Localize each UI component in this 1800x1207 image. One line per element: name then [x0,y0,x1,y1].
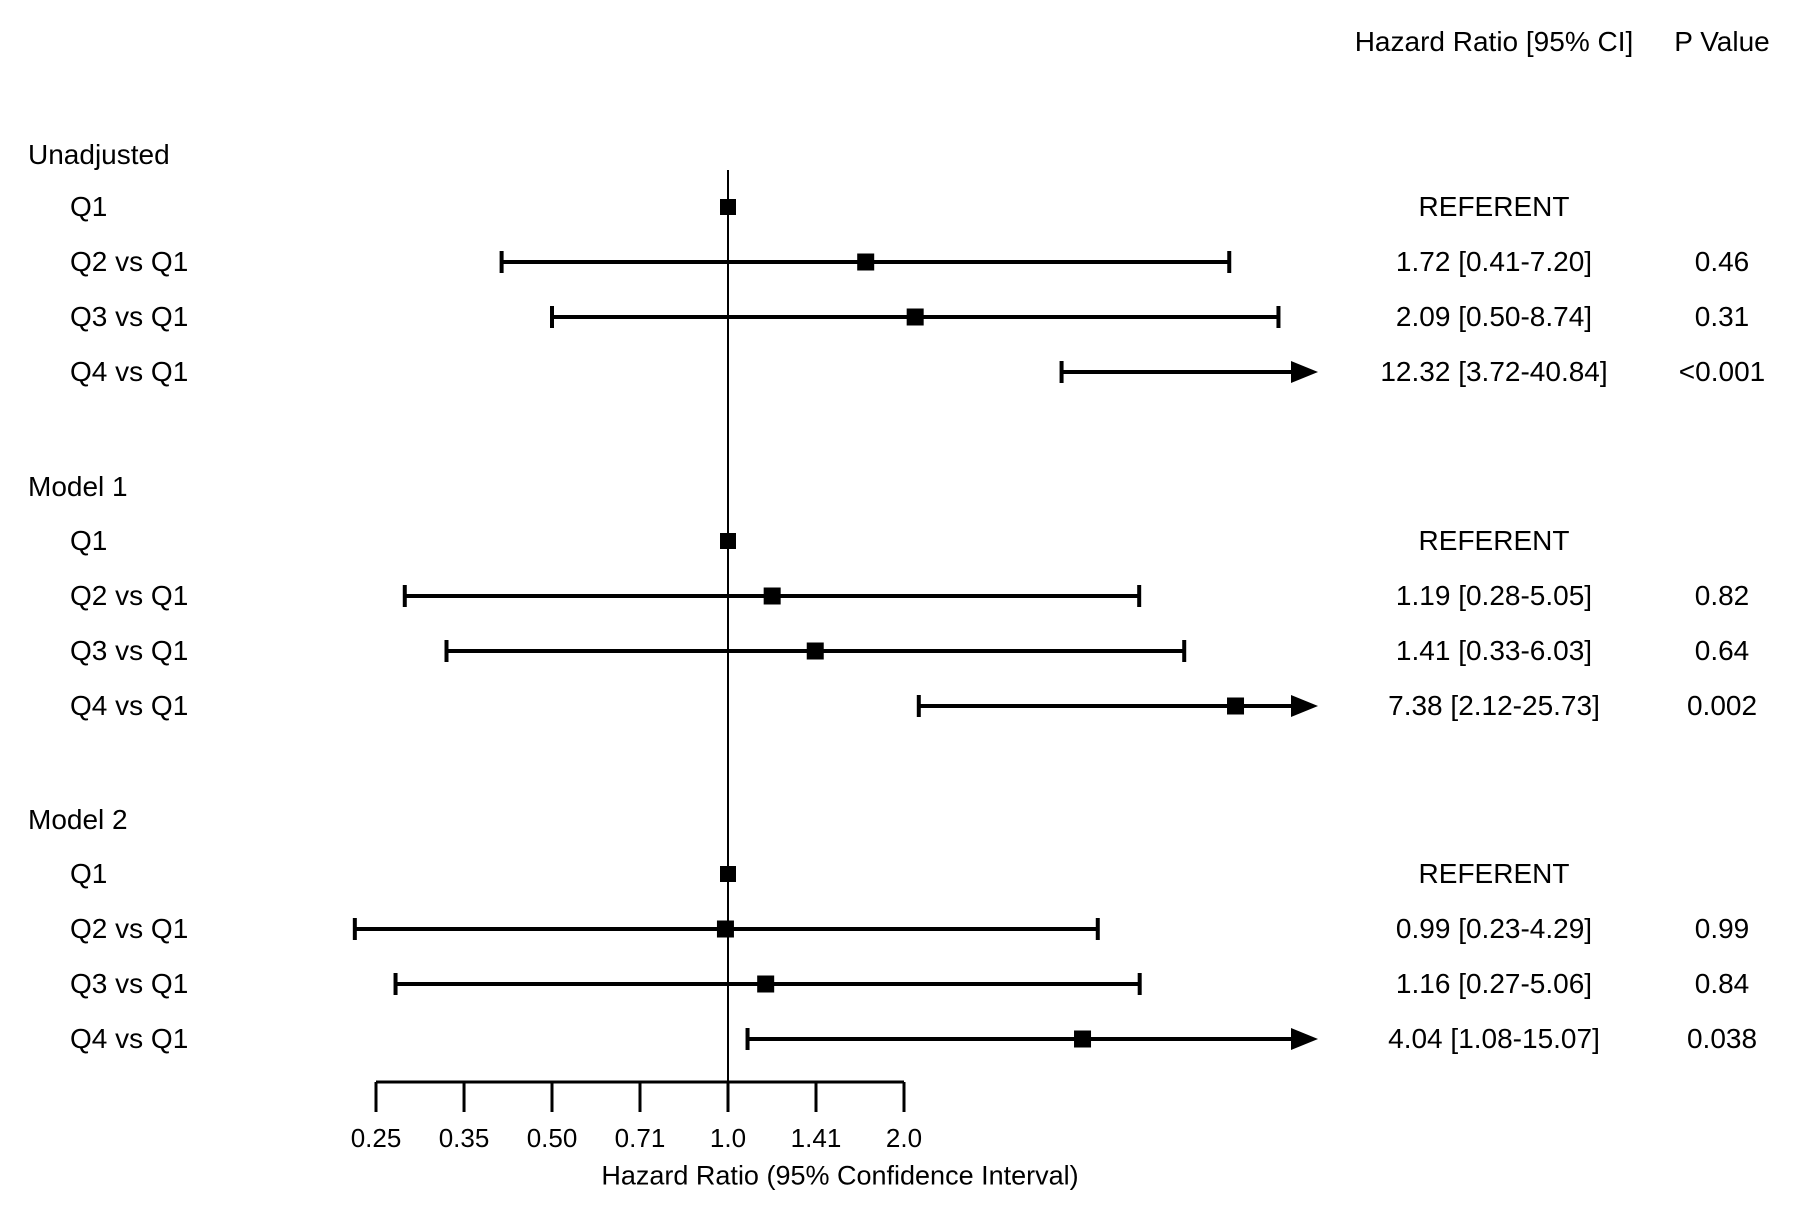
hr-marker-square [1227,697,1245,715]
row-label: Q3 vs Q1 [70,968,189,999]
referent-marker-square [720,866,736,882]
hr-ci-value: 0.99 [0.23-4.29] [1395,913,1593,944]
row-label: Q1 [70,858,108,889]
hr-ci-value: 2.09 [0.50-8.74] [1395,301,1593,332]
x-axis-tick-label: 0.71 [614,1123,666,1153]
group-label: Model 2 [28,804,128,835]
p-value: 0.46 [1694,246,1750,277]
hr-column-header: Hazard Ratio [95% CI] [1354,26,1634,57]
hr-ci-value: 7.38 [2.12-25.73] [1388,690,1600,721]
x-axis-tick-label: 1.0 [709,1123,747,1153]
hr-marker-square [857,253,875,271]
row-label: Q1 [70,525,108,556]
referent-marker-square [720,199,736,215]
x-axis-title: Hazard Ratio (95% Confidence Interval) [601,1160,1079,1191]
row-label: Q2 vs Q1 [70,246,189,277]
x-axis-tick-label: 0.50 [526,1123,578,1153]
hr-ci-value: 1.41 [0.33-6.03] [1395,635,1593,666]
row-label: Q2 vs Q1 [70,580,189,611]
hr-marker-square [906,308,924,326]
row-label: Q2 vs Q1 [70,913,189,944]
row-label: Q3 vs Q1 [70,301,189,332]
p-value: 0.82 [1694,580,1750,611]
p-value: 0.31 [1694,301,1750,332]
group-label: Unadjusted [28,139,170,170]
hr-marker-square [806,642,824,660]
x-axis-tick-label: 1.41 [790,1123,842,1153]
p-value-column-header: P Value [1674,26,1770,57]
row-label: Q4 vs Q1 [70,690,189,721]
row-label: Q1 [70,191,108,222]
p-value: <0.001 [1678,356,1766,387]
hr-ci-value: 4.04 [1.08-15.07] [1388,1023,1600,1054]
referent-value: REFERENT [1418,858,1570,889]
row-label: Q4 vs Q1 [70,1023,189,1054]
x-axis-tick-label: 0.35 [438,1123,490,1153]
p-value: 0.99 [1694,913,1750,944]
arrow-right-icon [1291,361,1318,383]
group-label: Model 1 [28,471,128,502]
hr-ci-value: 1.16 [0.27-5.06] [1395,968,1593,999]
hr-ci-value: 12.32 [3.72-40.84] [1380,356,1608,387]
p-value: 0.64 [1694,635,1750,666]
hr-marker-square [763,587,781,605]
hr-marker-square [1074,1030,1092,1048]
hr-marker-square [716,920,734,938]
referent-value: REFERENT [1418,525,1570,556]
row-label: Q4 vs Q1 [70,356,189,387]
hr-ci-value: 1.72 [0.41-7.20] [1395,246,1593,277]
arrow-right-icon [1291,1028,1318,1050]
arrow-right-icon [1291,695,1318,717]
p-value: 0.038 [1686,1023,1758,1054]
referent-value: REFERENT [1418,191,1570,222]
p-value: 0.002 [1686,690,1758,721]
hr-ci-value: 1.19 [0.28-5.05] [1395,580,1593,611]
x-axis-tick-label: 2.0 [885,1123,923,1153]
x-axis-tick-label: 0.25 [350,1123,402,1153]
p-value: 0.84 [1694,968,1750,999]
referent-marker-square [720,533,736,549]
hr-marker-square [757,975,775,993]
row-label: Q3 vs Q1 [70,635,189,666]
